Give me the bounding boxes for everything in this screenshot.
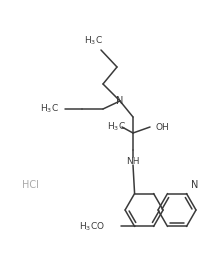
Text: H$_3$CO: H$_3$CO xyxy=(79,220,105,233)
Text: H$_3$C: H$_3$C xyxy=(40,103,59,115)
Text: HCl: HCl xyxy=(22,180,38,190)
Text: N: N xyxy=(191,180,198,190)
Text: H$_3$C: H$_3$C xyxy=(107,121,126,133)
Text: OH: OH xyxy=(155,123,169,132)
Text: NH: NH xyxy=(126,157,140,166)
Text: H$_3$C: H$_3$C xyxy=(84,35,103,47)
Text: N: N xyxy=(116,96,124,106)
